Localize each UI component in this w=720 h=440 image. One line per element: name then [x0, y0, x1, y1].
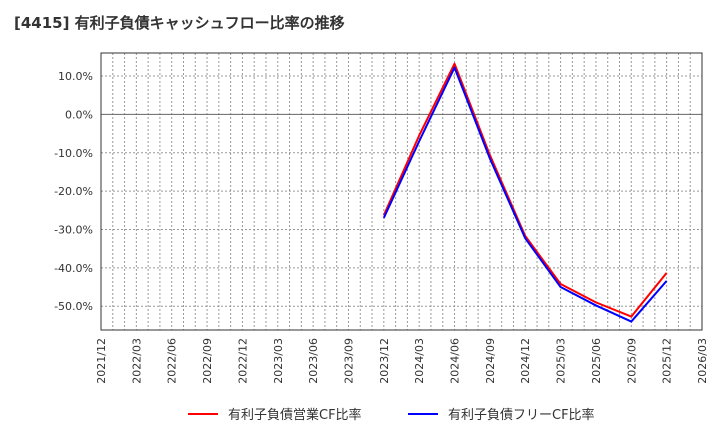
plot-border	[100, 52, 703, 331]
legend-swatch-red	[188, 412, 218, 415]
y-tick-label: 0.0%	[65, 108, 93, 121]
legend-item-operating-cf: 有利子負債営業CF比率	[188, 404, 362, 423]
legend-label: 有利子負債営業CF比率	[228, 408, 362, 423]
x-tick-label: 2025/12	[661, 338, 674, 384]
x-tick-label: 2024/06	[449, 338, 462, 384]
y-tick-label: 10.0%	[58, 70, 93, 83]
y-tick-label: -20.0%	[54, 185, 93, 198]
x-tick-label: 2023/12	[378, 338, 391, 384]
x-tick-label: 2023/06	[307, 338, 320, 384]
x-tick-label: 2023/03	[272, 338, 285, 384]
legend-swatch-blue	[408, 412, 438, 415]
x-tick-label: 2025/09	[625, 338, 638, 384]
x-tick-label: 2022/12	[236, 338, 249, 384]
y-tick-label: -40.0%	[54, 262, 93, 275]
x-tick-label: 2024/09	[484, 338, 497, 384]
x-tick-label: 2025/06	[590, 338, 603, 384]
y-tick-label: -50.0%	[54, 300, 93, 313]
chart-title: [4415] 有利子負債キャッシュフロー比率の推移	[14, 14, 345, 32]
x-tick-label: 2022/09	[201, 338, 214, 384]
x-tick-label: 2024/03	[413, 338, 426, 384]
x-tick-label: 2021/12	[95, 338, 108, 384]
x-tick-label: 2024/12	[519, 338, 532, 384]
x-tick-label: 2023/09	[342, 338, 355, 384]
y-tick-label: -30.0%	[54, 223, 93, 236]
x-tick-label: 2022/03	[130, 338, 143, 384]
x-tick-label: 2026/03	[696, 338, 709, 384]
x-tick-label: 2025/03	[555, 338, 568, 384]
y-tick-label: -10.0%	[54, 147, 93, 160]
legend-label: 有利子負債フリーCF比率	[448, 408, 595, 423]
x-tick-label: 2022/06	[166, 338, 179, 384]
legend-item-free-cf: 有利子負債フリーCF比率	[408, 404, 595, 423]
